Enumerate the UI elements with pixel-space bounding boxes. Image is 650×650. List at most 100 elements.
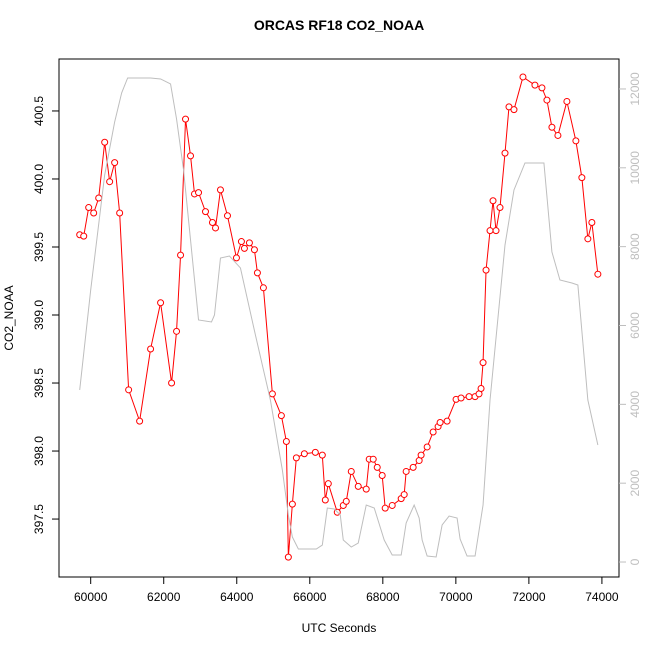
data-point <box>409 463 417 471</box>
chart-title: ORCAS RF18 CO2_NOAA <box>254 17 424 33</box>
data-point <box>369 455 377 463</box>
data-point <box>157 299 165 307</box>
data-point <box>362 485 370 493</box>
data-point <box>90 209 98 217</box>
data-point <box>173 327 181 335</box>
x-tick-label: 64000 <box>220 590 254 604</box>
data-point <box>268 390 276 398</box>
y2-tick-label: 6000 <box>628 312 642 339</box>
data-point <box>584 235 592 243</box>
data-point <box>324 480 332 488</box>
data-point <box>538 84 546 92</box>
data-point <box>95 194 103 202</box>
data-point <box>479 359 487 367</box>
data-point <box>321 496 329 504</box>
data-point <box>554 131 562 139</box>
data-point <box>223 212 231 220</box>
data-point <box>80 232 88 240</box>
data-point <box>578 174 586 182</box>
y-tick-label: 400.5 <box>32 96 46 126</box>
data-point <box>492 227 500 235</box>
y2-tick-label: 2000 <box>628 470 642 497</box>
data-point <box>106 178 114 186</box>
data-point <box>402 467 410 475</box>
plot-frame <box>58 58 620 578</box>
data-point <box>417 451 425 459</box>
x-tick-label: 74000 <box>585 590 619 604</box>
data-point <box>116 209 124 217</box>
data-point <box>531 81 539 89</box>
data-point <box>429 428 437 436</box>
data-point <box>381 504 389 512</box>
data-point <box>465 393 473 401</box>
data-point <box>277 412 285 420</box>
data-point <box>477 384 485 392</box>
data-point <box>501 149 509 157</box>
data-point <box>423 443 431 451</box>
y2-tick-label: 10000 <box>628 151 642 185</box>
y-tick-label: 400.0 <box>32 164 46 194</box>
data-point <box>212 224 220 232</box>
data-point <box>201 208 209 216</box>
y2-tick-label: 0 <box>628 558 642 565</box>
data-point <box>594 270 602 278</box>
x-tick-label: 68000 <box>366 590 400 604</box>
data-point <box>245 239 253 247</box>
data-point <box>510 106 518 114</box>
data-point <box>232 254 240 262</box>
data-point <box>400 491 408 499</box>
data-point <box>563 97 571 105</box>
x-tick-label: 72000 <box>512 590 546 604</box>
data-point <box>288 500 296 508</box>
data-point <box>237 238 245 246</box>
data-point <box>572 137 580 145</box>
data-point <box>168 379 176 387</box>
data-point <box>195 189 203 197</box>
data-point <box>182 115 190 123</box>
data-point <box>187 152 195 160</box>
y-tick-label: 398.0 <box>32 436 46 466</box>
data-point <box>282 438 290 446</box>
data-point <box>300 450 308 458</box>
data-point <box>253 269 261 277</box>
data-point <box>378 472 386 480</box>
y2-tick-label: 4000 <box>628 391 642 418</box>
data-point <box>177 251 185 259</box>
data-point <box>482 266 490 274</box>
data-point <box>208 219 216 227</box>
data-point <box>216 186 224 194</box>
x-tick-label: 60000 <box>74 590 108 604</box>
data-point <box>240 244 248 252</box>
data-point <box>388 501 396 509</box>
data-point <box>486 227 494 235</box>
data-point <box>292 454 300 462</box>
data-point <box>147 345 155 353</box>
y-tick-label: 398.5 <box>32 368 46 398</box>
series-line <box>79 77 599 558</box>
data-point <box>373 463 381 471</box>
data-point <box>588 219 596 227</box>
data-point <box>342 497 350 505</box>
data-point <box>85 204 93 212</box>
y2-tick-label: 12000 <box>628 72 642 106</box>
data-point <box>284 553 292 561</box>
data-point <box>259 284 267 292</box>
x-tick-label: 70000 <box>439 590 473 604</box>
y-axis-label: CO2_NOAA <box>2 285 16 350</box>
data-point <box>250 246 258 254</box>
x-axis-label: UTC Seconds <box>302 621 377 635</box>
x-tick-label: 66000 <box>293 590 327 604</box>
x-tick-label: 62000 <box>147 590 181 604</box>
data-point <box>101 138 109 146</box>
data-point <box>111 159 119 167</box>
data-point <box>457 394 465 402</box>
data-point <box>136 417 144 425</box>
y-tick-label: 397.5 <box>32 504 46 534</box>
data-point <box>543 96 551 104</box>
data-point <box>125 386 133 394</box>
data-point <box>489 197 497 205</box>
data-point <box>311 448 319 456</box>
data-point <box>548 123 556 131</box>
